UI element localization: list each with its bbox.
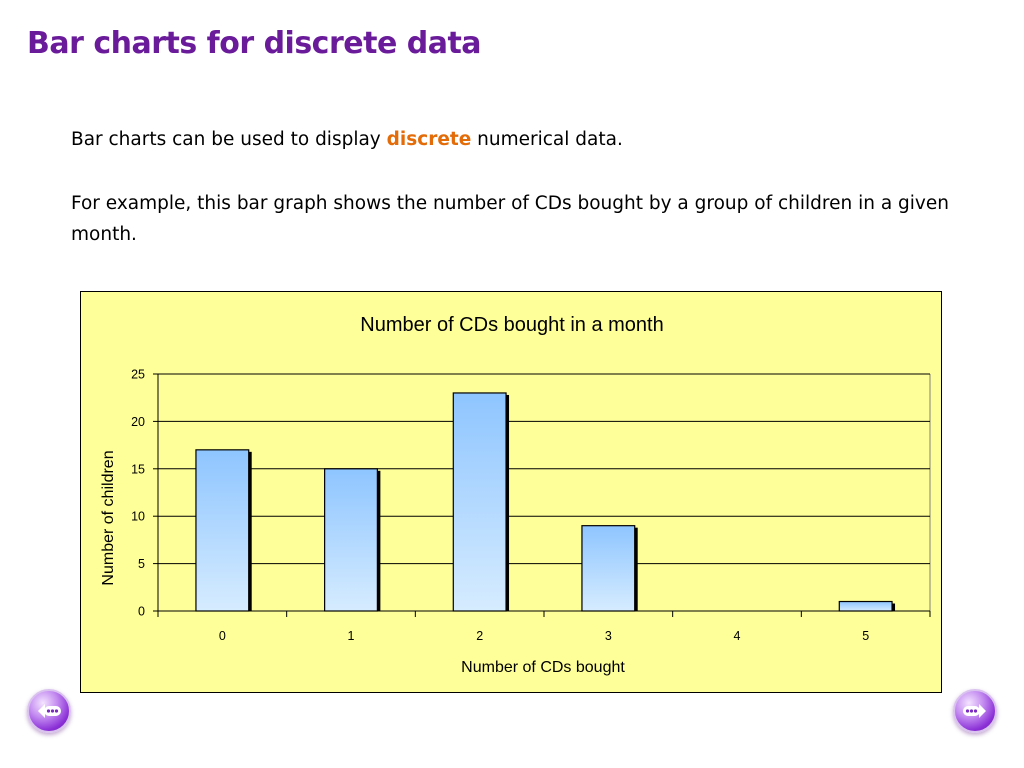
bar-cd-5 — [838, 600, 893, 612]
y-tick-label: 5 — [138, 557, 145, 571]
intro-paragraph: Bar charts can be used to display discre… — [71, 124, 971, 155]
slide-title: Bar charts for discrete data — [27, 26, 482, 61]
x-tick-label: 4 — [734, 629, 741, 643]
previous-slide-button[interactable] — [27, 689, 71, 733]
example-paragraph: For example, this bar graph shows the nu… — [71, 193, 949, 245]
x-tick-label: 2 — [476, 629, 483, 643]
x-tick-label: 5 — [862, 629, 869, 643]
y-tick-label: 0 — [138, 605, 145, 619]
x-axis-title: Number of CDs bought — [461, 659, 625, 676]
y-tick-label: 20 — [131, 415, 145, 429]
bar-cd-1 — [324, 468, 378, 612]
intro-text-end: numerical data. — [471, 129, 623, 150]
x-tick-label: 1 — [348, 629, 355, 643]
next-slide-icon — [963, 704, 986, 718]
highlighted-term: discrete — [386, 129, 472, 150]
bar-chart: Number of CDs bought in a month 05101520… — [100, 314, 931, 676]
y-tick-label: 25 — [131, 368, 145, 382]
x-tick-label: 3 — [605, 629, 612, 643]
y-axis-title: Number of children — [100, 450, 117, 585]
next-slide-button[interactable] — [953, 689, 997, 733]
y-tick-label: 10 — [131, 510, 145, 524]
bar-cd-2 — [452, 392, 507, 612]
x-tick-label: 0 — [219, 629, 226, 643]
y-tick-label: 15 — [131, 462, 145, 476]
chart-title: Number of CDs bought in a month — [360, 314, 664, 336]
bar-chart-panel: Number of CDs bought in a month 0 5 10 15 20… — [80, 291, 942, 693]
bar-cd-3 — [581, 525, 636, 612]
bar-cd-0 — [195, 449, 250, 612]
intro-text-start: Bar charts can be used to display — [71, 129, 387, 150]
previous-slide-icon — [38, 704, 61, 718]
